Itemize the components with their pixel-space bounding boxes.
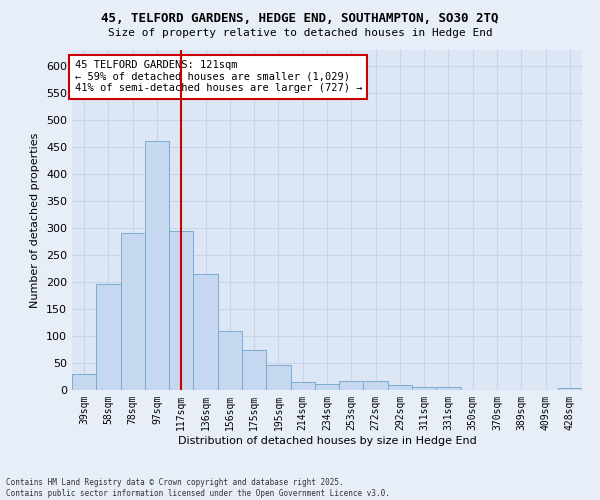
- Text: 45, TELFORD GARDENS, HEDGE END, SOUTHAMPTON, SO30 2TQ: 45, TELFORD GARDENS, HEDGE END, SOUTHAMP…: [101, 12, 499, 26]
- Bar: [96, 284, 121, 390]
- Bar: [339, 381, 364, 390]
- Bar: [412, 388, 436, 390]
- Bar: [364, 381, 388, 390]
- Bar: [145, 141, 169, 390]
- Text: Size of property relative to detached houses in Hedge End: Size of property relative to detached ho…: [107, 28, 493, 38]
- Bar: [193, 274, 218, 390]
- X-axis label: Distribution of detached houses by size in Hedge End: Distribution of detached houses by size …: [178, 436, 476, 446]
- Text: Contains HM Land Registry data © Crown copyright and database right 2025.
Contai: Contains HM Land Registry data © Crown c…: [6, 478, 390, 498]
- Bar: [72, 374, 96, 390]
- Bar: [558, 388, 582, 390]
- Bar: [169, 231, 193, 390]
- Bar: [436, 388, 461, 390]
- Bar: [388, 385, 412, 390]
- Bar: [315, 384, 339, 390]
- Bar: [290, 382, 315, 390]
- Bar: [121, 234, 145, 390]
- Bar: [266, 365, 290, 390]
- Bar: [218, 330, 242, 390]
- Text: 45 TELFORD GARDENS: 121sqm
← 59% of detached houses are smaller (1,029)
41% of s: 45 TELFORD GARDENS: 121sqm ← 59% of deta…: [74, 60, 362, 94]
- Bar: [242, 350, 266, 390]
- Y-axis label: Number of detached properties: Number of detached properties: [31, 132, 40, 308]
